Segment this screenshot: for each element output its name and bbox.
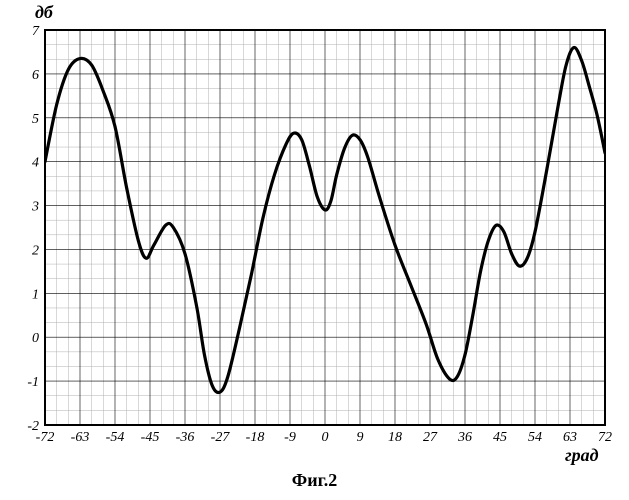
svg-text:-18: -18 <box>246 430 265 445</box>
svg-text:5: 5 <box>32 112 39 127</box>
svg-text:6: 6 <box>32 68 39 83</box>
svg-text:-54: -54 <box>106 430 125 445</box>
svg-text:18: 18 <box>388 430 402 445</box>
chart-svg: -72-63-54-45-36-27-18-90918273645546372-… <box>0 0 629 460</box>
svg-text:2: 2 <box>32 243 39 258</box>
svg-text:72: 72 <box>598 430 612 445</box>
svg-text:7: 7 <box>32 24 40 39</box>
svg-text:0: 0 <box>322 430 329 445</box>
y-axis-label: дб <box>35 2 53 23</box>
svg-text:3: 3 <box>31 200 39 215</box>
svg-text:-63: -63 <box>71 430 90 445</box>
svg-text:-36: -36 <box>176 430 195 445</box>
svg-text:-9: -9 <box>284 430 296 445</box>
figure-container: дб град -72-63-54-45-36-27-18-9091827364… <box>0 0 629 500</box>
svg-text:-1: -1 <box>27 375 39 390</box>
svg-text:-45: -45 <box>141 430 160 445</box>
svg-text:9: 9 <box>357 430 364 445</box>
svg-text:-2: -2 <box>27 419 39 434</box>
svg-text:1: 1 <box>32 287 39 302</box>
x-axis-label: град <box>565 445 599 466</box>
svg-text:-27: -27 <box>211 430 231 445</box>
svg-text:54: 54 <box>528 430 542 445</box>
svg-text:45: 45 <box>493 430 507 445</box>
svg-text:36: 36 <box>457 430 472 445</box>
svg-text:27: 27 <box>423 430 438 445</box>
svg-text:63: 63 <box>563 430 577 445</box>
svg-text:4: 4 <box>32 156 39 171</box>
svg-text:0: 0 <box>32 331 39 346</box>
figure-caption: Фиг.2 <box>0 470 629 491</box>
